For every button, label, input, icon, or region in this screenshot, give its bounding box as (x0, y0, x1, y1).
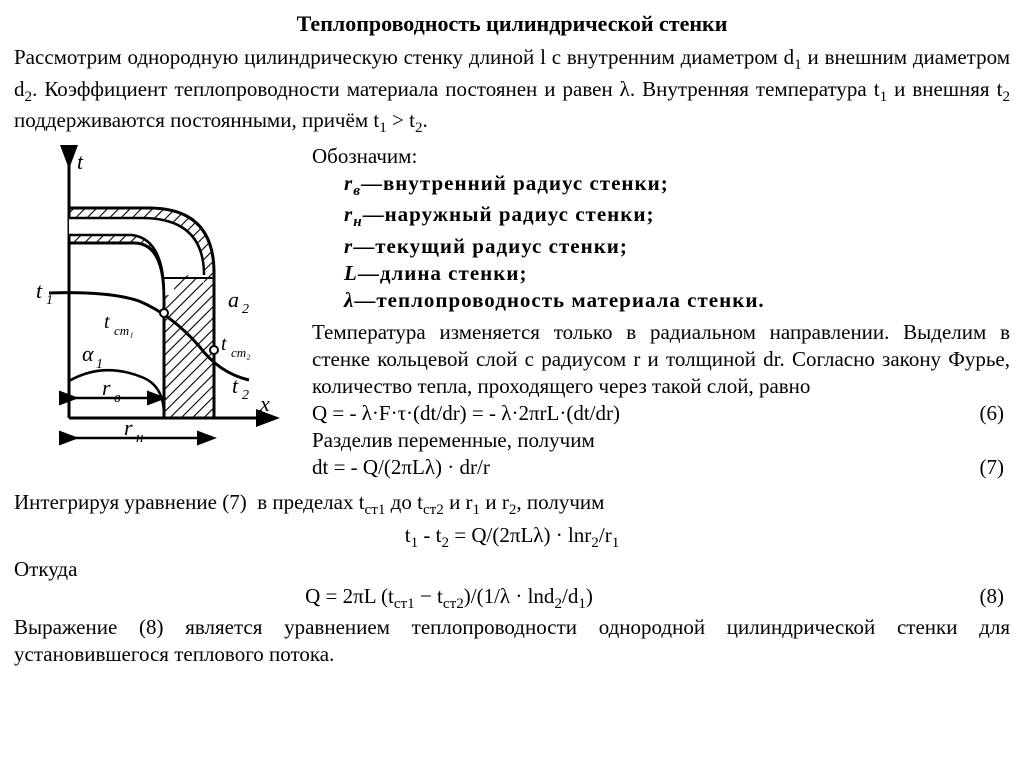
svg-text:t: t (232, 373, 239, 398)
equation-7: dt = - Q/(2πLλ) · dr/r (312, 454, 490, 481)
svg-text:н: н (136, 430, 143, 446)
svg-text:в: в (114, 390, 121, 406)
definitions-list: rв—внутренний радиус стенки; rн—наружный… (344, 170, 1010, 314)
figure: t x r в r н (14, 143, 294, 481)
equation-6-number: (6) (980, 400, 1011, 427)
line-integrate: Интегрируя уравнение (7) в пределах tст1… (14, 489, 1010, 521)
outtro-paragraph: Выражение (8) является уравнением теплоп… (14, 614, 1010, 668)
svg-text:2: 2 (242, 302, 249, 317)
equation-7-number: (7) (980, 454, 1011, 481)
svg-text:2: 2 (242, 388, 249, 403)
axis-x-label: x (259, 391, 270, 416)
axis-t-label: t (77, 149, 84, 174)
line-from: Откуда (14, 556, 1010, 583)
svg-text:t: t (104, 311, 110, 333)
defs-lead: Обозначим: (312, 143, 1010, 170)
paragraph-fourier: Температура изменяется только в радиальн… (312, 319, 1010, 400)
svg-text:1: 1 (96, 357, 103, 372)
equation-6: Q = - λ·F·τ·(dt/dr) = - λ·2πrL·(dt/dr) (312, 400, 620, 427)
svg-text:ст₁: ст₁ (114, 323, 134, 338)
svg-text:r: r (124, 415, 133, 440)
svg-text:1: 1 (46, 293, 53, 308)
line-separating-vars: Разделив переменные, получим (312, 427, 1010, 454)
intro-paragraph: Рассмотрим однородную цилиндрическую сте… (14, 44, 1010, 139)
equation-8-number: (8) (884, 583, 1010, 615)
svg-text:ст₂: ст₂ (231, 345, 251, 360)
svg-text:t: t (221, 333, 227, 355)
svg-text:a: a (228, 287, 239, 312)
page-title: Теплопроводность цилиндрической стенки (14, 10, 1010, 38)
svg-text:α: α (82, 341, 94, 366)
equation-center-1: t1 - t2 = Q/(2πLλ) · lnr2/r1 (14, 522, 1010, 554)
svg-text:t: t (36, 278, 43, 303)
equation-8: Q = 2πL (tст1 − tст2)/(1/λ · lnd2/d1) (14, 583, 884, 615)
svg-text:r: r (102, 375, 111, 400)
